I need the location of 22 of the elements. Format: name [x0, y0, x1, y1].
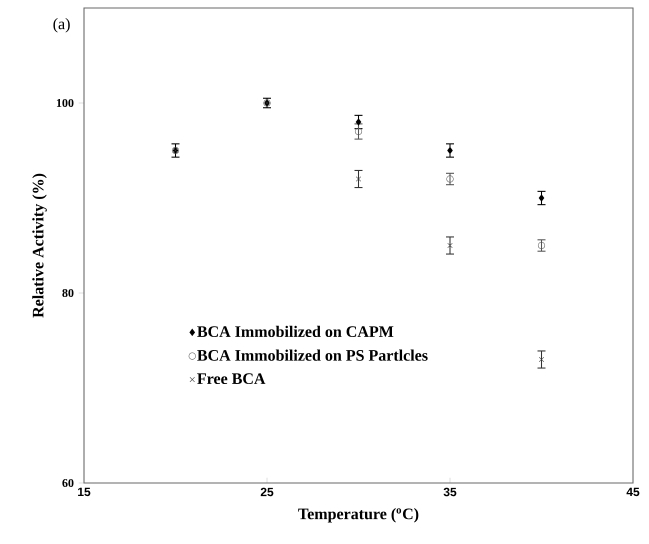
point [538, 194, 544, 202]
x-tick-label: 25 [260, 488, 274, 496]
point [447, 242, 453, 248]
text: (a) [53, 18, 70, 33]
point [446, 175, 454, 183]
x-tick-label: 35 [444, 488, 456, 496]
x-axis-title: Temperature ($^{o}$C) [298, 508, 418, 523]
x-tick-label: 45 [626, 488, 640, 496]
point [354, 128, 362, 136]
point [356, 118, 362, 126]
legend-label: BCA Immobilized on CAPM [197, 326, 394, 338]
y-tick-label: 80 [62, 288, 74, 298]
y-tick-label: 100 [56, 98, 74, 108]
legend-label: Free BCA [197, 373, 266, 384]
point [447, 146, 453, 154]
point [356, 176, 362, 182]
x-tick-label: 15 [78, 488, 90, 496]
point [538, 356, 544, 362]
legend-label: BCA Immobilized on PS Partlcles [197, 350, 428, 361]
point [538, 242, 546, 250]
y-tick-label: 60 [62, 478, 74, 488]
y-axis-title: Relative Activity (%) [32, 174, 47, 318]
